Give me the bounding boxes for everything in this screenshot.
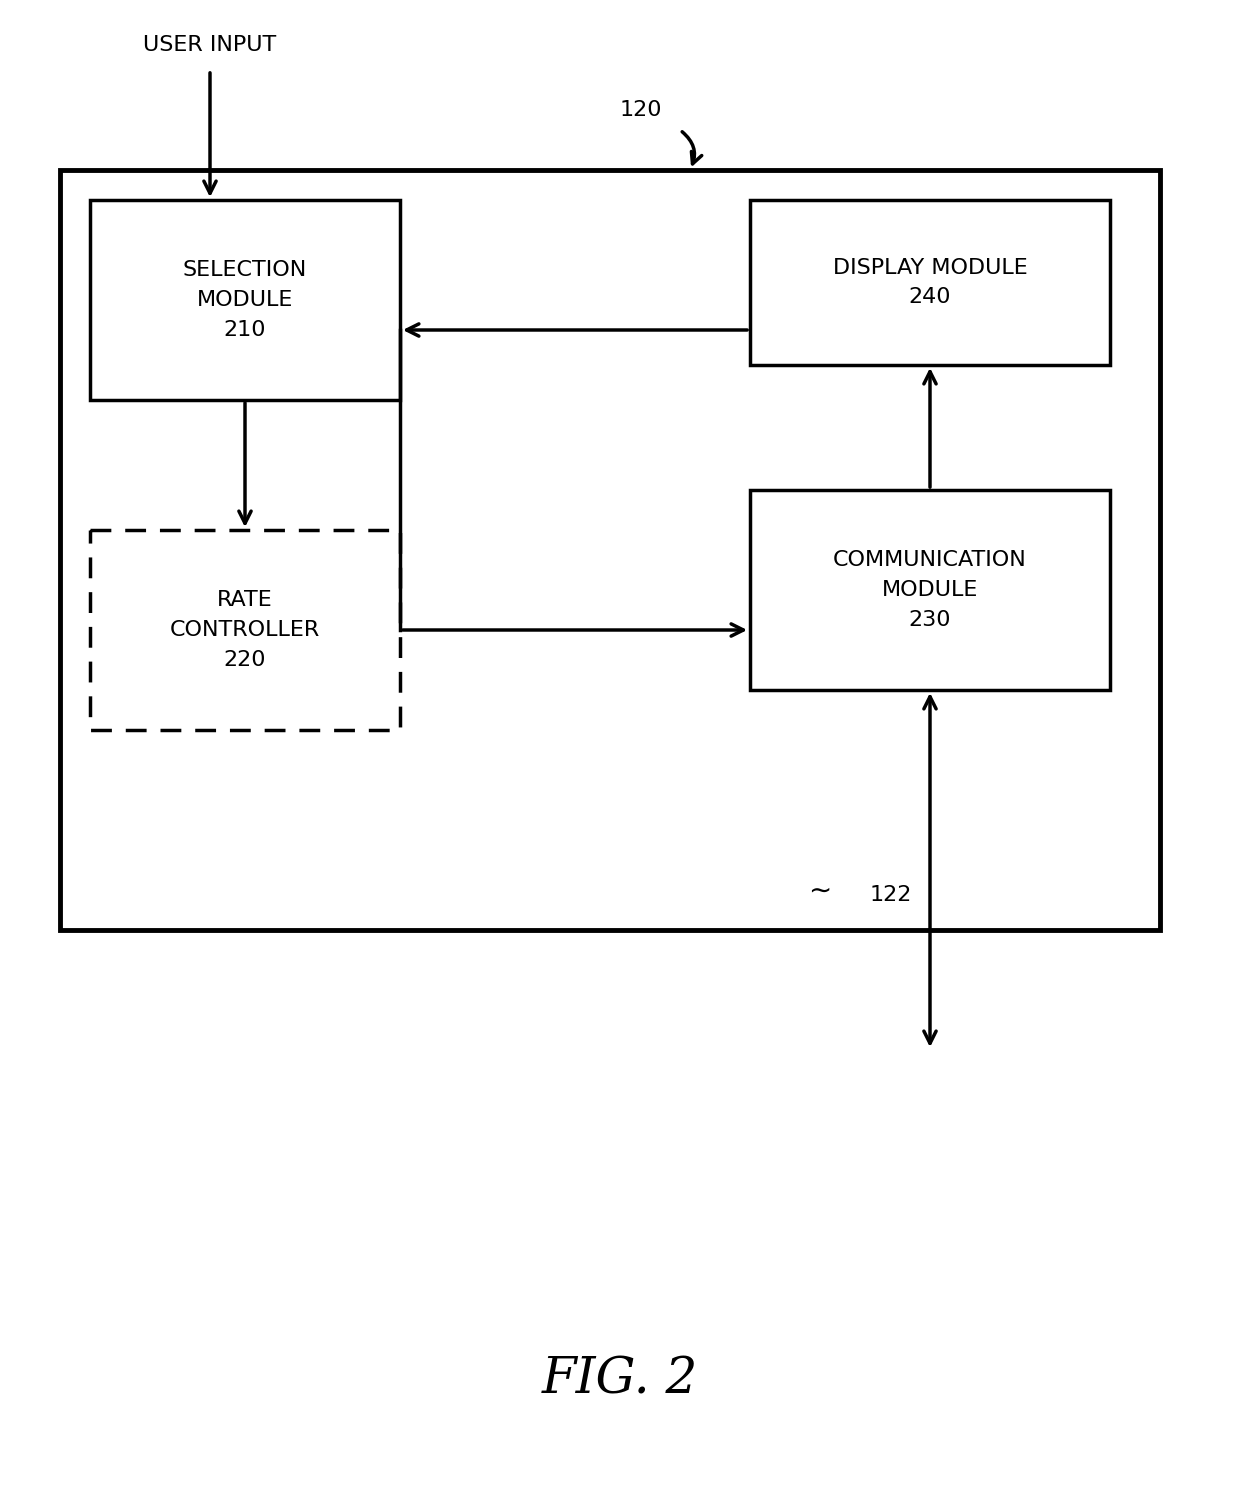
Text: 120: 120 xyxy=(620,100,662,120)
Text: ∼: ∼ xyxy=(808,876,832,904)
Bar xyxy=(750,200,1110,364)
Text: DISPLAY MODULE
240: DISPLAY MODULE 240 xyxy=(832,258,1028,308)
Bar xyxy=(91,200,401,400)
Bar xyxy=(91,530,401,730)
Text: RATE
CONTROLLER
220: RATE CONTROLLER 220 xyxy=(170,591,320,669)
Text: SELECTION
MODULE
210: SELECTION MODULE 210 xyxy=(182,261,308,339)
Bar xyxy=(60,170,1159,930)
Text: COMMUNICATION
MODULE
230: COMMUNICATION MODULE 230 xyxy=(833,550,1027,630)
Bar xyxy=(750,490,1110,690)
Text: FIG. 2: FIG. 2 xyxy=(542,1356,698,1404)
Text: 122: 122 xyxy=(870,885,913,904)
Text: USER INPUT: USER INPUT xyxy=(144,34,277,56)
